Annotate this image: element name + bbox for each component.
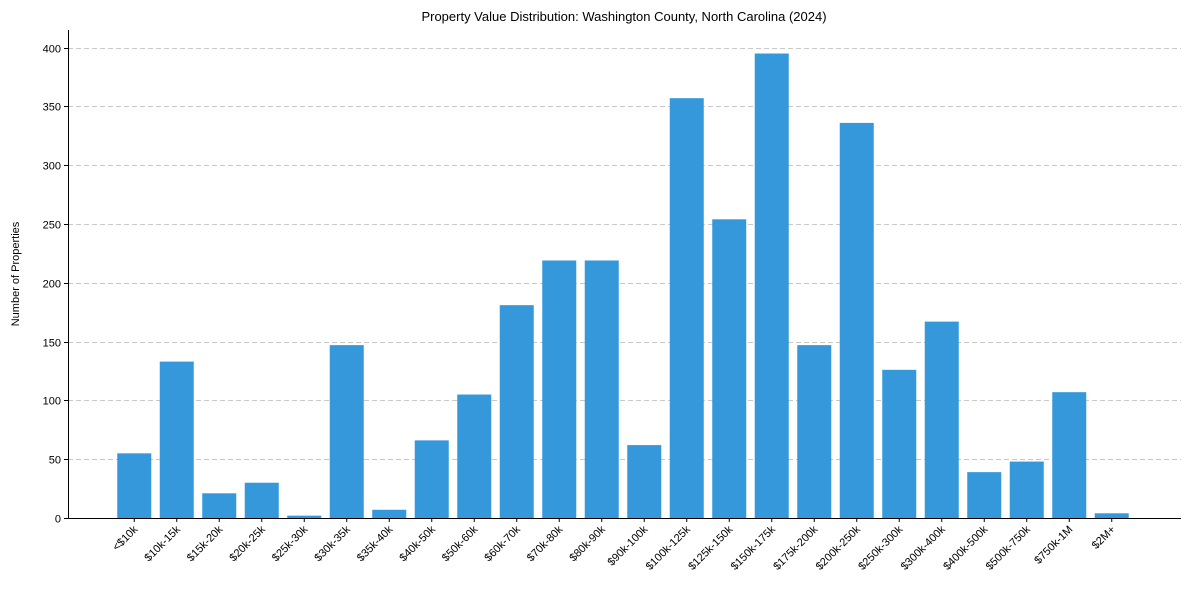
- y-tick-label-150: 150: [43, 338, 61, 350]
- bar-2: [202, 493, 237, 518]
- bar-15: [754, 53, 789, 519]
- x-tick-label-17: $200k-250k: [814, 523, 863, 572]
- bar-13: [669, 98, 704, 518]
- chart-title: Property Value Distribution: Washington …: [421, 9, 826, 24]
- bar-7: [414, 440, 449, 518]
- x-tick-label-7: $40k-50k: [397, 523, 438, 564]
- y-tick-label-100: 100: [43, 396, 61, 408]
- x-tick-label-3: $20k-25k: [227, 523, 268, 564]
- bar-14: [712, 219, 747, 518]
- bar-12: [627, 445, 662, 518]
- x-tick-label-16: $175k-200k: [771, 523, 820, 572]
- bar-23: [1094, 513, 1129, 518]
- bar-1: [159, 361, 194, 518]
- x-tick-label-8: $50k-60k: [440, 523, 481, 564]
- bars: [117, 53, 1129, 519]
- x-tick-label-22: $750k-1M: [1032, 524, 1075, 567]
- bar-18: [882, 369, 917, 518]
- y-tick-label-400: 400: [43, 44, 61, 56]
- bar-3: [244, 482, 279, 518]
- bar-20: [967, 472, 1002, 518]
- x-tick-label-11: $80k-90k: [567, 523, 608, 564]
- bar-8: [457, 394, 492, 518]
- bar-9: [499, 305, 534, 518]
- x-tick-label-18: $250k-300k: [856, 523, 905, 572]
- x-tick-label-1: $10k-15k: [142, 523, 183, 564]
- x-tick-label-12: $90k-100k: [606, 523, 651, 568]
- bar-19: [924, 321, 959, 518]
- y-tick-label-50: 50: [49, 455, 61, 467]
- x-tick-label-15: $150k-175k: [729, 523, 778, 572]
- y-tick-label-200: 200: [43, 279, 61, 291]
- x-tick-label-10: $70k-80k: [525, 523, 566, 564]
- x-tick-label-21: $500k-750k: [984, 523, 1033, 572]
- y-axis-ticks: 0 50 100 150 200 250 300 350 400: [43, 44, 68, 526]
- y-tick-label-250: 250: [43, 220, 61, 232]
- bar-11: [584, 260, 619, 518]
- x-tick-label-6: $35k-40k: [355, 523, 396, 564]
- axes: [68, 30, 1181, 519]
- x-tick-label-23: $2M+: [1090, 524, 1118, 552]
- y-tick-label-300: 300: [43, 161, 61, 173]
- bar-16: [797, 345, 832, 518]
- y-tick-label-0: 0: [55, 514, 61, 526]
- bar-0: [117, 453, 152, 518]
- x-tick-label-13: $100k-125k: [644, 523, 693, 572]
- bar-4: [287, 515, 322, 518]
- bar-21: [1009, 461, 1044, 518]
- bar-17: [839, 122, 874, 519]
- x-tick-label-5: $30k-35k: [312, 523, 353, 564]
- x-tick-label-9: $60k-70k: [482, 523, 523, 564]
- x-tick-label-14: $125k-150k: [686, 523, 735, 572]
- bar-10: [542, 260, 577, 518]
- y-tick-label-350: 350: [43, 102, 61, 114]
- bar-6: [372, 509, 407, 518]
- x-tick-label-4: $25k-30k: [270, 523, 311, 564]
- x-tick-label-20: $400k-500k: [941, 523, 990, 572]
- x-tick-label-2: $15k-20k: [185, 523, 226, 564]
- x-axis-ticks: <$10k $10k-15k $15k-20k $20k-25k $25k-30k $30…: [110, 518, 1118, 573]
- gridlines: [68, 48, 1181, 460]
- y-axis-label: Number of Properties: [10, 221, 22, 326]
- bar-5: [329, 345, 364, 518]
- x-tick-label-19: $300k-400k: [899, 523, 948, 572]
- bar-22: [1052, 392, 1087, 518]
- x-tick-label-0: <$10k: [110, 523, 140, 553]
